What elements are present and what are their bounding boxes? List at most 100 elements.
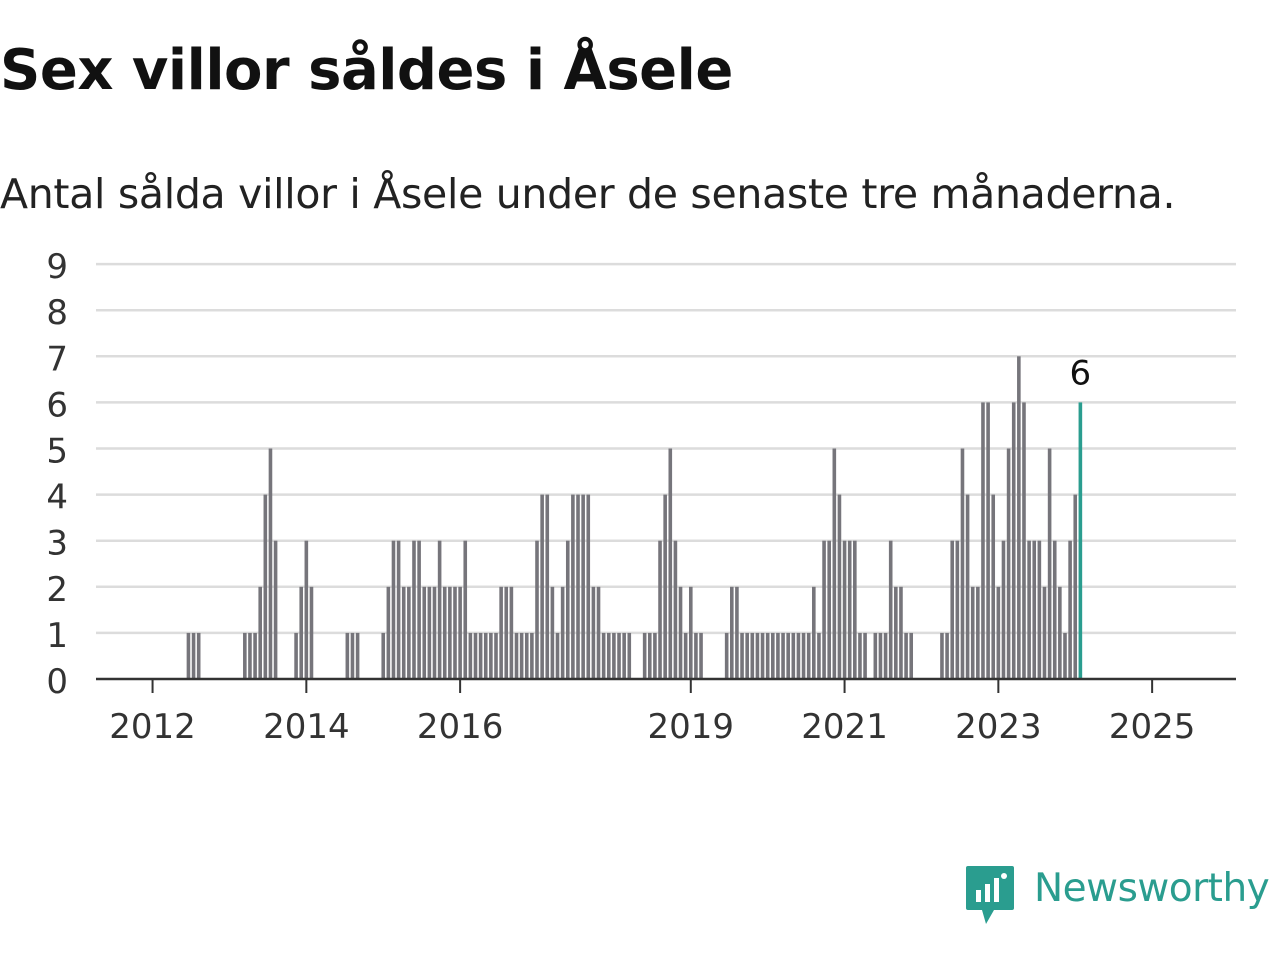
bar — [273, 540, 278, 679]
bar — [970, 586, 975, 679]
bar — [391, 540, 396, 679]
bar — [940, 632, 944, 679]
bar — [612, 632, 616, 679]
bar — [591, 586, 596, 679]
bar — [396, 540, 401, 679]
bar — [248, 632, 252, 679]
bar — [981, 402, 985, 679]
bar — [407, 586, 411, 679]
bar — [304, 540, 309, 679]
bars — [186, 356, 1083, 679]
bar — [627, 632, 632, 679]
bar — [458, 586, 462, 679]
bar — [499, 586, 503, 679]
x-tick-label: 2021 — [801, 707, 888, 747]
bar — [699, 632, 703, 679]
bar — [437, 540, 442, 679]
bar — [822, 540, 826, 679]
bar — [730, 586, 734, 679]
bar — [663, 494, 667, 679]
y-tick-label: 6 — [46, 385, 68, 425]
chart-title: Sex villor såldes i Åsele — [0, 38, 733, 103]
bar — [653, 632, 657, 679]
y-tick-label: 2 — [46, 570, 68, 610]
bar — [606, 632, 611, 679]
bar — [468, 632, 473, 679]
bar — [622, 632, 626, 679]
bar — [832, 448, 837, 679]
bar — [494, 632, 498, 679]
y-tick-label: 3 — [46, 524, 68, 564]
bar — [519, 632, 524, 679]
bar — [1001, 540, 1006, 679]
bar — [1058, 586, 1062, 679]
bar — [668, 448, 673, 679]
bar — [381, 632, 386, 679]
bar — [453, 586, 457, 679]
y-tick-label: 8 — [46, 293, 68, 333]
bar — [253, 632, 257, 679]
bar — [735, 586, 739, 679]
bar — [837, 494, 842, 679]
bar — [432, 586, 437, 679]
x-tick-label: 2025 — [1109, 707, 1196, 747]
brand-name: Newsworthy — [1034, 866, 1270, 911]
bar — [873, 632, 878, 679]
bar — [658, 540, 662, 679]
newsworthy-logo-icon — [966, 866, 1014, 924]
bar — [504, 586, 509, 679]
bar — [550, 586, 555, 679]
bar — [263, 494, 268, 679]
bar — [683, 632, 688, 679]
bar — [1011, 402, 1016, 679]
bar — [483, 632, 488, 679]
bar — [401, 586, 406, 679]
highlight-value-label: 6 — [1070, 353, 1092, 393]
x-axis-ticks: 2012 2014 2016 2019 2021 2023 2025 — [109, 679, 1195, 747]
x-tick-label: 2019 — [648, 707, 735, 747]
bar — [853, 540, 857, 679]
bar — [801, 632, 806, 679]
y-tick-label: 0 — [46, 662, 68, 702]
bar — [427, 586, 432, 679]
bar — [678, 586, 683, 679]
bar — [863, 632, 867, 679]
bar — [545, 494, 550, 679]
bar — [965, 494, 970, 679]
bar — [299, 586, 304, 679]
brand-logo: Newsworthy — [964, 864, 1270, 928]
bar — [268, 448, 273, 679]
bar — [601, 632, 606, 679]
bar — [191, 632, 196, 679]
y-tick-label: 5 — [46, 432, 68, 472]
bar — [473, 632, 478, 679]
bar — [796, 632, 801, 679]
bar — [478, 632, 483, 679]
highlight-bar — [1078, 402, 1083, 679]
bar — [345, 632, 350, 679]
x-tick-label: 2016 — [417, 707, 504, 747]
bar — [1027, 540, 1031, 679]
bar — [258, 586, 263, 679]
bar — [791, 632, 796, 679]
y-axis-labels: 0 1 2 3 4 5 6 7 8 9 — [46, 247, 68, 702]
bar — [904, 632, 908, 679]
bar — [847, 540, 852, 679]
bar — [571, 494, 575, 679]
bar — [386, 586, 391, 679]
bar — [740, 632, 744, 679]
bar — [243, 632, 247, 679]
bar — [786, 632, 790, 679]
y-tick-label: 7 — [46, 339, 68, 379]
bar — [540, 494, 544, 679]
bar — [642, 632, 647, 679]
gridlines — [96, 262, 1236, 635]
bar — [812, 586, 816, 679]
bar — [350, 632, 355, 679]
bar — [186, 632, 191, 679]
bar — [555, 632, 560, 679]
bar — [894, 586, 898, 679]
bar — [1037, 540, 1042, 679]
bar — [1068, 540, 1072, 679]
x-tick-label: 2023 — [955, 707, 1042, 747]
